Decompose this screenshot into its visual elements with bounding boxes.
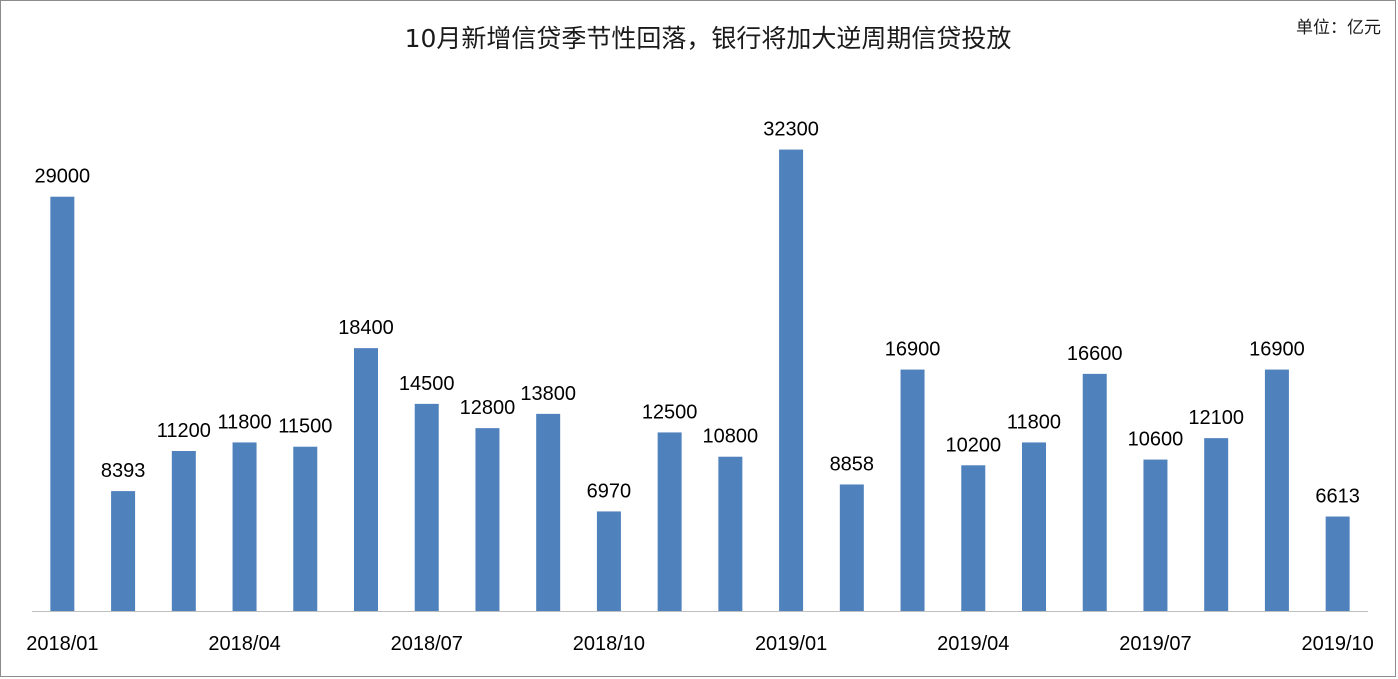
bar-2018/06	[354, 348, 378, 611]
data-label-2018/07: 14500	[399, 373, 455, 395]
bar-2018/05	[293, 446, 318, 611]
data-label-2018/04: 11800	[217, 411, 271, 433]
bar-2019/04	[961, 465, 986, 611]
bar-2019/08	[1204, 438, 1229, 611]
data-label-2018/02: 8393	[101, 460, 146, 482]
bar-2018/04	[232, 442, 257, 611]
bar-2018/02	[111, 491, 136, 611]
x-tick-labels-group: 2018/01 2018/04 2018/07 2018/10 2019/01 2019/…	[26, 633, 1374, 655]
bar-2018/07	[414, 403, 439, 611]
x-tick-2018/07: 2018/07	[391, 633, 463, 655]
data-label-2019/08: 12100	[1188, 407, 1244, 429]
data-label-2019/04: 10200	[945, 434, 1001, 456]
data-label-2018/05: 11500	[278, 416, 332, 438]
bar-2019/01	[779, 149, 804, 611]
x-tick-2019/04: 2019/04	[937, 633, 1009, 655]
data-label-2018/03: 11200	[157, 420, 211, 442]
bar-2018/10	[596, 511, 621, 611]
x-tick-2018/01: 2018/01	[26, 633, 98, 655]
bar-2018/08	[475, 428, 500, 611]
data-label-2018/11: 12500	[642, 401, 698, 423]
unit-label: 单位：亿元	[1296, 18, 1381, 38]
bars-group	[50, 149, 1350, 611]
x-tick-2019/01: 2019/01	[755, 633, 827, 655]
bar-2019/05	[1022, 442, 1046, 611]
data-label-2018/01: 29000	[35, 166, 91, 188]
bar-2019/06	[1082, 373, 1107, 611]
bar-2019/09	[1264, 369, 1289, 611]
data-label-2018/06: 18400	[338, 317, 394, 339]
x-tick-2019/07: 2019/07	[1119, 633, 1191, 655]
data-label-2018/08: 12800	[460, 397, 516, 419]
data-label-2019/10: 6613	[1315, 486, 1360, 508]
data-label-2019/02: 8858	[830, 453, 875, 475]
data-label-2018/09: 13800	[520, 383, 576, 405]
data-label-2019/05: 11800	[1007, 411, 1061, 433]
bar-2018/01	[50, 196, 75, 611]
bar-2019/02	[839, 484, 864, 611]
data-label-2018/12: 10800	[703, 426, 759, 448]
data-label-2019/06: 16600	[1067, 343, 1123, 365]
bar-2018/09	[536, 413, 561, 611]
bar-2019/07	[1143, 459, 1168, 611]
chart-title: 10月新增信贷季节性回落，银行将加大逆周期信贷投放	[404, 24, 1012, 53]
bar-2019/03	[900, 369, 925, 611]
x-tick-2018/10: 2018/10	[573, 633, 645, 655]
data-label-2019/07: 10600	[1128, 429, 1184, 451]
x-tick-2018/04: 2018/04	[208, 633, 280, 655]
bar-2019/10	[1325, 516, 1350, 611]
bar-2018/03	[171, 451, 196, 611]
x-tick-2019/10: 2019/10	[1301, 633, 1373, 655]
data-label-2019/01: 32300	[763, 119, 819, 141]
data-label-2018/10: 6970	[587, 480, 632, 502]
bar-2018/11	[657, 432, 682, 611]
data-label-2019/09: 16900	[1249, 339, 1305, 361]
bar-2018/12	[718, 456, 743, 611]
data-label-2019/03: 16900	[885, 339, 941, 361]
